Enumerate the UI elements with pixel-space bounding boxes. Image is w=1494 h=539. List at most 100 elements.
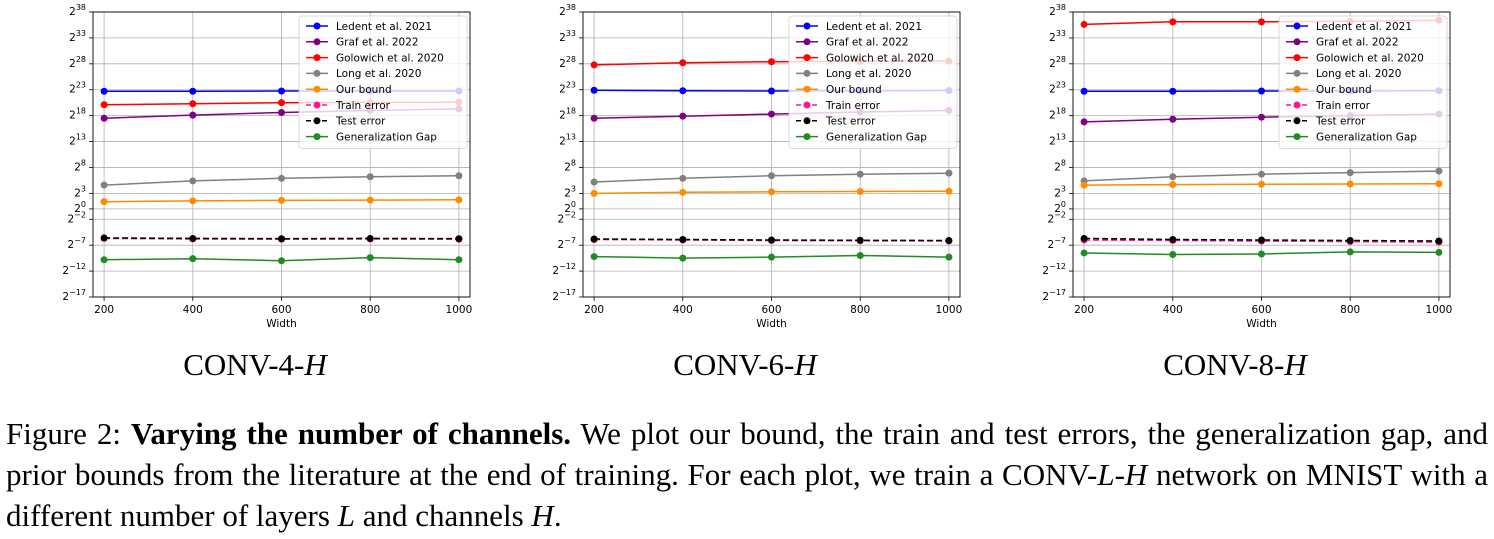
data-point: [590, 114, 598, 122]
data-point: [100, 181, 108, 189]
x-axis: 200 400 600 800 1000: [1074, 297, 1452, 316]
legend-item: Ledent et al. 2021: [796, 21, 922, 33]
x-tick-label: 600: [271, 304, 291, 316]
y-tick-exponent: −2: [564, 210, 576, 219]
panel-title-var: H: [304, 347, 327, 382]
data-point: [1346, 248, 1354, 256]
y-tick-exponent: −12: [69, 262, 86, 271]
x-tick-label: 400: [1163, 304, 1183, 316]
legend: Ledent et al. 2021 Graf et al. 2022 Golowi…: [1278, 15, 1448, 149]
legend-marker: [1293, 22, 1301, 30]
y-tick-exponent: 8: [81, 158, 86, 167]
data-point: [856, 188, 864, 196]
data-point: [1258, 236, 1265, 244]
y-tick-label: 238: [559, 3, 576, 18]
data-point: [679, 87, 687, 95]
y-tick-exponent: 23: [76, 81, 86, 90]
y-tick-label: 213: [69, 133, 86, 148]
y-tick-base: 2: [69, 6, 76, 18]
y-tick-label: 2−2: [1048, 210, 1066, 225]
data-point: [455, 196, 463, 204]
series-line: [1084, 239, 1439, 243]
series-4: [1080, 180, 1443, 189]
panel-title-var: H: [1284, 347, 1307, 382]
legend-item: Long et al. 2020: [306, 68, 421, 80]
y-tick-exponent: −17: [69, 288, 86, 297]
legend-marker: [803, 133, 811, 141]
data-point: [278, 235, 285, 243]
data-point: [189, 255, 197, 263]
panel-title-prefix: CONV-8-: [1163, 347, 1285, 382]
y-tick-exponent: 8: [1061, 158, 1066, 167]
legend-item: Our bound: [796, 84, 882, 96]
legend-box: [1278, 15, 1448, 149]
data-point: [366, 173, 374, 181]
data-point: [768, 87, 775, 95]
series-7: [1080, 248, 1443, 259]
data-point: [1169, 18, 1177, 26]
series-line: [594, 238, 949, 242]
x-axis-label: Width: [756, 318, 787, 330]
y-tick-label: 2−17: [552, 288, 576, 303]
data-point: [590, 86, 598, 94]
legend-marker: [313, 101, 321, 109]
caption-var: L: [1097, 457, 1115, 492]
data-point: [1080, 249, 1088, 257]
y-tick-base: 2: [564, 187, 571, 199]
data-point: [1080, 87, 1088, 95]
y-tick-exponent: 13: [1056, 133, 1066, 142]
legend-marker: [803, 38, 811, 46]
x-tick-label: 400: [183, 304, 203, 316]
legend-label: Our bound: [336, 84, 392, 96]
y-tick-base: 2: [68, 213, 75, 225]
y-tick-exponent: 38: [76, 3, 86, 12]
legend-label: Train error: [1315, 100, 1371, 112]
y-tick-label: 233: [69, 29, 86, 44]
y-tick-label: 2−7: [68, 236, 86, 251]
y-tick-exponent: 18: [566, 107, 576, 116]
caption-var: H: [1124, 457, 1148, 492]
y-tick-base: 2: [1048, 213, 1055, 225]
x-axis: 200 400 600 800 1000: [584, 297, 962, 316]
y-tick-base: 2: [1049, 6, 1056, 18]
data-point: [189, 197, 197, 205]
y-tick-exponent: −2: [1054, 210, 1066, 219]
y-tick-exponent: −7: [564, 236, 576, 245]
panel-conv4: 200 400 600 800 1000 Width 238 233 228 223 218 213 2…: [5, 0, 505, 395]
legend-marker: [313, 38, 321, 46]
y-tick-label: 23: [1054, 184, 1066, 199]
panel-title-var: H: [794, 347, 817, 382]
y-tick-label: 28: [74, 158, 86, 173]
data-point: [590, 61, 598, 69]
data-point: [1169, 87, 1177, 95]
y-tick-exponent: 0: [81, 200, 86, 209]
legend-item: Train error: [306, 100, 391, 112]
x-tick-label: 600: [1251, 304, 1271, 316]
panel-title: CONV-8-H: [985, 347, 1485, 383]
y-tick-exponent: 28: [566, 55, 576, 64]
legend-marker: [803, 69, 811, 77]
y-tick-base: 2: [559, 6, 566, 18]
y-tick-base: 2: [1049, 32, 1056, 44]
data-point: [768, 236, 775, 244]
y-tick-label: 23: [564, 184, 576, 199]
data-point: [189, 234, 197, 242]
y-tick-base: 2: [564, 203, 571, 215]
legend-item: Ledent et al. 2021: [1286, 21, 1412, 33]
caption-text: -: [1114, 457, 1125, 492]
y-tick-label: 223: [1049, 81, 1066, 96]
legend-marker: [803, 117, 811, 125]
legend-label: Train error: [825, 100, 881, 112]
data-point: [1169, 173, 1177, 181]
y-tick-label: 233: [1049, 29, 1066, 44]
data-point: [1258, 170, 1265, 178]
y-tick-label: 228: [69, 55, 86, 70]
y-tick-exponent: −2: [74, 210, 86, 219]
caption-var: H: [531, 498, 554, 533]
y-tick-base: 2: [1042, 265, 1049, 277]
y-tick-base: 2: [74, 161, 81, 173]
caption-var: L: [337, 498, 355, 533]
legend-item: Generalization Gap: [1286, 131, 1417, 143]
